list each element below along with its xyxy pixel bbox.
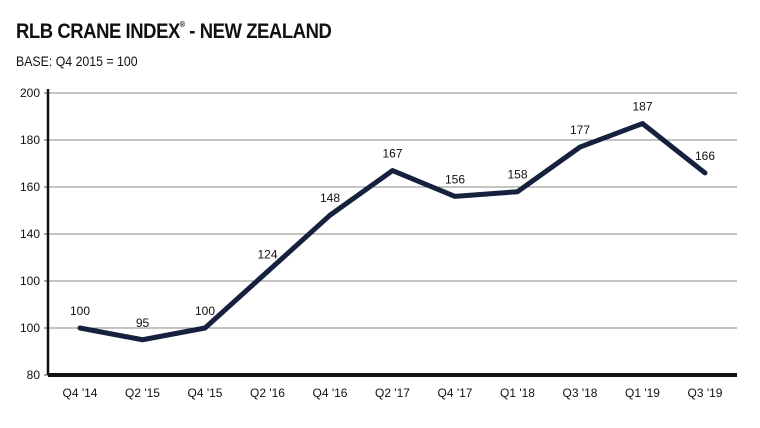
x-tick-label: Q1 '19 bbox=[625, 386, 660, 400]
y-tick-label: 160 bbox=[20, 180, 40, 194]
data-point bbox=[328, 213, 332, 218]
y-tick-label: 100 bbox=[20, 274, 40, 288]
data-label: 95 bbox=[136, 316, 150, 330]
data-label: 167 bbox=[382, 147, 402, 161]
title-text: RLB CRANE INDEX bbox=[16, 20, 180, 43]
data-label: 187 bbox=[632, 100, 652, 114]
data-point bbox=[265, 269, 270, 274]
x-tick-label: Q3 '18 bbox=[563, 386, 598, 400]
y-tick-label: 140 bbox=[20, 227, 40, 241]
x-tick-label: Q2 '16 bbox=[250, 386, 285, 400]
data-point bbox=[203, 326, 207, 330]
data-point bbox=[453, 194, 457, 199]
data-point bbox=[390, 168, 395, 173]
x-tick-label: Q4 '14 bbox=[63, 386, 98, 400]
data-label: 124 bbox=[257, 248, 277, 262]
x-tick-label: Q4 '17 bbox=[438, 386, 473, 400]
data-point bbox=[140, 337, 145, 342]
x-tick-label: Q2 '15 bbox=[125, 386, 160, 400]
data-point bbox=[78, 326, 82, 330]
chart-title: RLB CRANE INDEX® - NEW ZEALAND bbox=[16, 20, 332, 44]
data-point bbox=[640, 121, 645, 126]
y-tick-label: 80 bbox=[27, 368, 41, 382]
x-tick-label: Q3 '19 bbox=[688, 386, 723, 400]
data-label: 166 bbox=[695, 149, 715, 163]
data-point bbox=[703, 170, 707, 175]
title-suffix: - NEW ZEALAND bbox=[184, 20, 332, 43]
registered-mark: ® bbox=[179, 20, 185, 29]
data-label: 177 bbox=[570, 123, 590, 137]
x-tick-label: Q1 '18 bbox=[500, 386, 535, 400]
data-label: 100 bbox=[70, 304, 90, 318]
data-point bbox=[515, 189, 520, 194]
y-tick-label: 100 bbox=[20, 321, 40, 335]
data-label: 156 bbox=[445, 172, 465, 186]
data-point bbox=[578, 145, 582, 150]
x-tick-label: Q2 '17 bbox=[375, 386, 410, 400]
x-tick-label: Q4 '16 bbox=[313, 386, 348, 400]
data-label: 100 bbox=[195, 304, 215, 318]
x-tick-label: Q4 '15 bbox=[188, 386, 223, 400]
y-tick-label: 180 bbox=[20, 133, 40, 147]
chart-subtitle: BASE: Q4 2015 = 100 bbox=[16, 53, 138, 69]
data-label: 148 bbox=[320, 191, 340, 205]
data-label: 158 bbox=[507, 168, 527, 182]
y-tick-label: 200 bbox=[20, 86, 40, 100]
